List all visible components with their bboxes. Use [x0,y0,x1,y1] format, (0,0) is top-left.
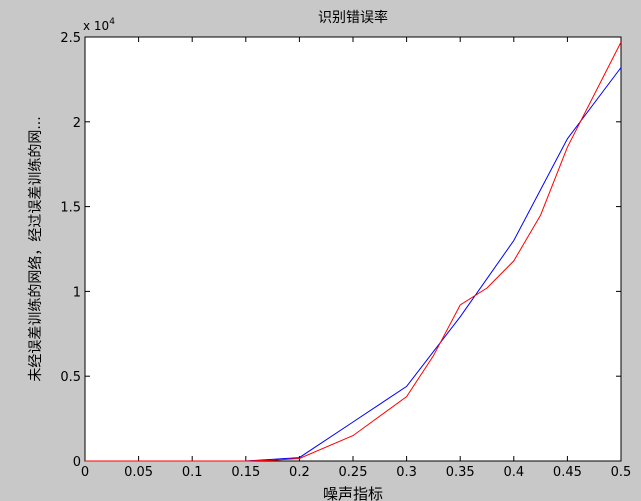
x-tick-label: 0.4 [503,465,524,480]
y-exponent-power: 4 [109,17,115,27]
x-tick-label: 0.25 [339,465,368,480]
x-tick-label: 0 [81,465,89,480]
y-axis-label: 未经误差训练的网络，经过误差训练的网... [28,116,44,381]
plot-area [84,36,622,462]
y-tick-label: 2 [73,116,81,131]
series-lines [85,41,622,462]
x-tick-label: 0.45 [553,465,582,480]
x-tick-label: 0.3 [396,465,417,480]
y-exponent-label: x 104 [83,17,115,33]
y-tick-label: 0.5 [60,370,81,385]
y-tick-label: 1 [73,285,81,300]
series-line-2 [85,41,622,462]
x-tick-label: 0.5 [611,465,632,480]
chart-title: 识别错误率 [318,9,388,26]
y-tick-label: 0 [73,455,81,470]
y-tick-label: 1.5 [60,201,81,216]
x-axis-label: 噪声指标 [323,485,383,501]
y-exponent-base: x 10 [83,19,109,33]
x-tick-label: 0.35 [446,465,475,480]
axis-ticks: 0 0.05 0.1 0.15 0.2 0.25 0.3 0.35 0.4 0.45 0.5 0 0.5… [60,31,631,480]
x-tick-label: 0.1 [182,465,203,480]
x-tick-label: 0.05 [124,465,153,480]
y-tick-label: 2.5 [60,31,81,46]
x-tick-label: 0.2 [289,465,310,480]
x-tick-label: 0.15 [231,465,260,480]
